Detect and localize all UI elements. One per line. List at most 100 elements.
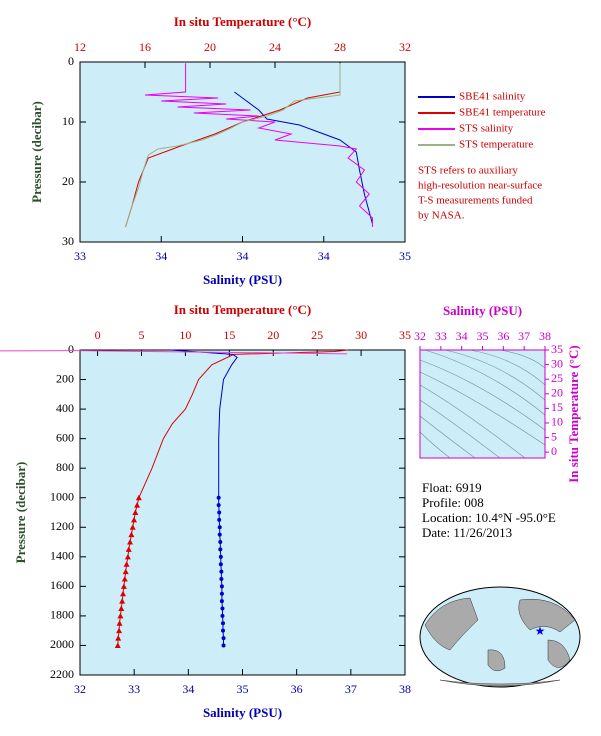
triangle-marker [124,553,131,560]
density-contour [499,349,546,369]
x2-tick-label: 20 [204,40,216,54]
legend-label: STS salinity [459,123,514,135]
circle-marker [221,643,226,648]
circle-marker [216,503,221,508]
triangle-marker [120,583,127,589]
y-tick-label: 1400 [50,549,74,563]
ts-background [420,350,545,458]
x-tick-label: 34 [318,249,330,263]
y-tick-label: 1800 [50,608,74,622]
circle-marker [218,562,223,567]
x-tick-label: 38 [539,329,551,343]
circle-marker [220,613,225,618]
x2-tick-label: 28 [334,40,346,54]
density-contour [419,371,546,446]
circle-marker [218,547,223,552]
y-tick-label: 1000 [50,489,74,503]
x2-axis-label: In situ Temperature (°C) [174,302,312,317]
y-tick-label: 600 [56,430,74,444]
x-tick-label: 34 [456,329,468,343]
density-contour [424,349,546,416]
y-axis-label: Pressure (decibar) [29,101,44,203]
series-line [138,349,348,498]
x-tick-label: 32 [74,682,86,696]
circle-marker [218,540,223,545]
circle-marker [219,576,224,581]
triangle-marker [116,620,123,626]
x2-tick-label: 10 [179,328,191,342]
y-tick-label: 30 [62,234,74,248]
x-axis-label: Salinity (PSU) [443,303,522,318]
triangle-marker [135,494,142,501]
y-tick-label: 400 [56,401,74,415]
circle-marker [216,495,221,500]
y-tick-label: 0 [551,444,557,458]
triangle-marker [127,539,134,545]
plot-background [79,61,406,243]
x-tick-label: 36 [497,329,509,343]
annotation: STS refers to auxiliary [418,165,518,177]
series-line [125,63,341,228]
triangle-marker [128,531,135,538]
x-axis-label: Salinity (PSU) [203,272,282,287]
annotation: high-resolution near-surface [418,180,542,192]
y-tick-label: 200 [56,371,74,385]
y-tick-label: 10 [551,415,563,429]
triangle-marker [131,516,138,523]
triangle-marker [116,627,123,634]
triangle-marker [122,568,129,575]
density-contour [419,415,476,459]
circle-marker [220,606,225,611]
x2-tick-label: 35 [399,328,411,342]
y-tick-label: 1600 [50,578,74,592]
circle-marker [221,636,226,641]
y-tick-label: 20 [551,386,563,400]
y-tick-label: 0 [68,342,74,356]
x-tick-label: 38 [399,682,411,696]
info-line: Float: 6919 [422,480,482,495]
circle-marker [221,628,225,633]
y-tick-label: 25 [551,371,563,385]
x-tick-label: 33 [435,329,447,343]
plot-background [79,349,406,676]
land [547,639,571,668]
land [439,679,561,687]
x-tick-label: 37 [518,329,530,343]
triangle-marker [134,502,141,508]
info-line: Profile: 008 [422,495,484,510]
legend-label: STS temperature [459,139,533,151]
info-line: Location: 10.4°N -95.0°E [422,510,556,525]
x-tick-label: 34 [182,682,194,696]
circle-marker [219,599,224,604]
x2-tick-label: 0 [95,328,101,342]
x2-tick-label: 32 [399,40,411,54]
x-tick-label: 33 [128,682,140,696]
world-map: ★ [419,586,581,688]
density-contour [419,384,526,459]
x2-tick-label: 20 [267,328,279,342]
circle-marker [217,517,222,522]
x-tick-label: 36 [291,682,303,696]
y-tick-label: 0 [68,54,74,68]
x-tick-label: 35 [399,249,411,263]
x2-tick-label: 15 [223,328,235,342]
annotation: by NASA. [418,210,465,222]
land [518,599,576,633]
triangle-marker [119,598,126,604]
annotation: T-S measurements funded [418,195,533,207]
x2-tick-label: 24 [269,40,281,54]
y-axis-label: In situ Temperature (°C) [566,345,581,483]
x-tick-label: 35 [477,329,489,343]
x2-tick-label: 5 [138,328,144,342]
y-tick-label: 1200 [50,519,74,533]
circle-marker [217,532,222,537]
triangle-marker [115,635,122,641]
circle-marker [218,554,223,559]
circle-marker [217,510,222,515]
density-contour [419,431,451,459]
triangle-marker [132,509,139,515]
ts-contours [419,349,546,459]
x-tick-label: 35 [237,682,249,696]
x2-tick-label: 12 [74,40,86,54]
